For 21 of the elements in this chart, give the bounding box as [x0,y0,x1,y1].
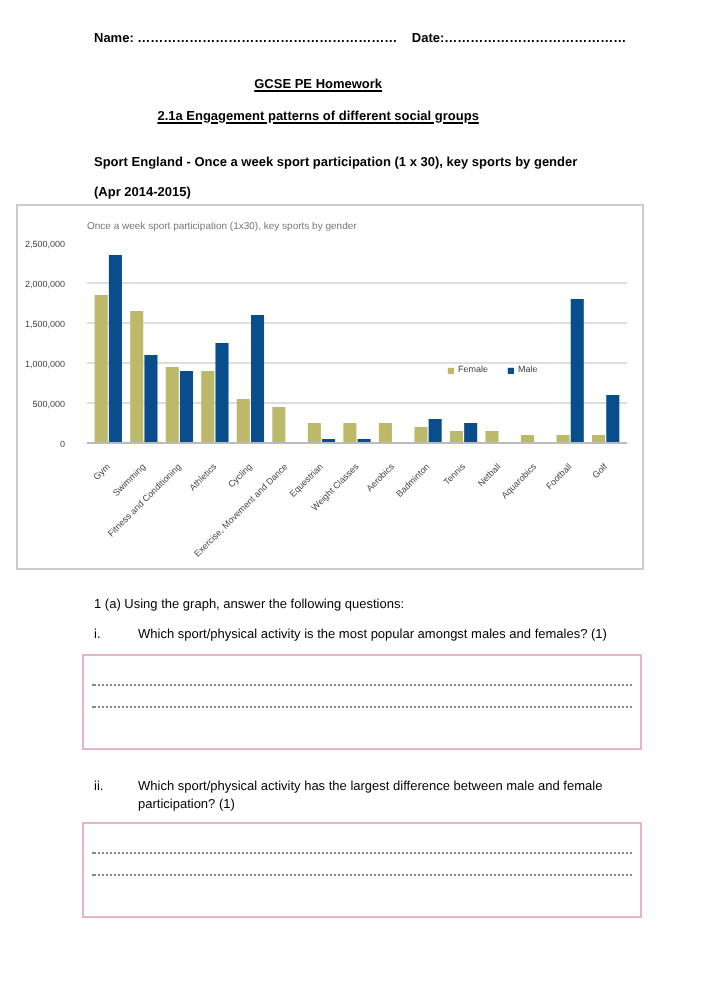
bar [165,367,179,443]
bar [428,419,442,443]
bar [606,395,620,443]
bar [378,423,392,443]
bar [144,355,158,443]
bar [485,431,499,443]
bar [307,423,321,443]
bar [449,431,464,443]
bar [272,407,286,443]
bar [201,371,215,443]
bar [343,423,357,443]
bar [464,423,478,443]
bar [108,255,122,443]
bar [236,399,250,443]
bar [414,427,428,443]
bar [570,299,584,443]
bar [94,295,108,443]
bar [130,311,144,443]
bar [215,343,229,443]
bar [179,371,194,443]
bar [250,315,265,443]
